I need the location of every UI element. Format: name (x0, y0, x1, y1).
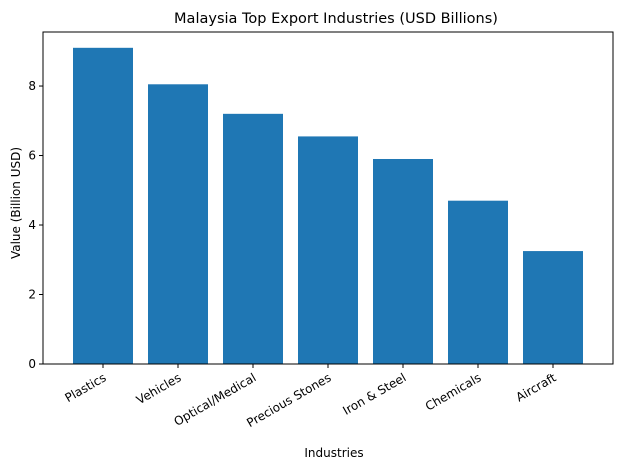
x-axis-title: Industries (304, 446, 363, 460)
y-tick-label: 8 (28, 79, 36, 93)
bars-group (73, 47, 583, 365)
x-tick-label: Precious Stones (244, 370, 333, 430)
y-tick-label: 2 (28, 288, 36, 302)
y-tick-label: 6 (28, 149, 36, 163)
bar-iron-steel (373, 158, 433, 364)
bar-plastics (73, 47, 133, 365)
y-axis-title: Value (Billion USD) (9, 147, 23, 259)
bar-vehicles (148, 84, 208, 365)
x-tick-label: Vehicles (134, 370, 184, 407)
x-tick-label: Iron & Steel (340, 370, 408, 417)
bar-optical-medical (223, 113, 283, 364)
bar-precious-stones (298, 136, 358, 364)
x-tick-label: Aircraft (514, 370, 559, 404)
chart-title: Malaysia Top Export Industries (USD Bill… (174, 11, 498, 27)
bar-chemicals (448, 200, 508, 364)
x-tick-label: Chemicals (423, 370, 484, 413)
bar-aircraft (523, 251, 583, 364)
x-tick-label: Plastics (62, 370, 108, 405)
y-tick-label: 0 (28, 357, 36, 371)
y-tick-label: 4 (28, 218, 36, 232)
